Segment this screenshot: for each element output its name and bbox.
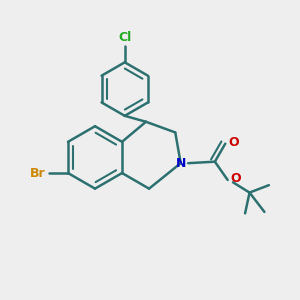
Text: Cl: Cl <box>118 31 131 44</box>
Text: Br: Br <box>30 167 46 179</box>
Text: O: O <box>231 172 241 185</box>
Text: O: O <box>228 136 239 149</box>
Text: N: N <box>176 157 186 170</box>
